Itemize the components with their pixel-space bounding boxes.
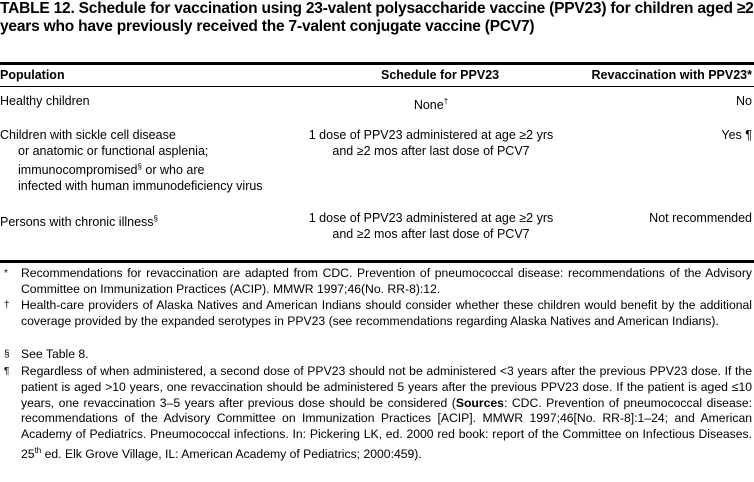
table-title: TABLE 12. Schedule for vaccination using… [0, 0, 754, 35]
footnote-mark: † [4, 300, 10, 311]
population-text: Persons with chronic illness [0, 215, 154, 230]
footnote: § See Table 8. [0, 347, 752, 363]
footnote-text: Regardless of when administered, a secon… [21, 364, 752, 463]
footnote-text-part: ed. Elk Grove Village, IL: American Acad… [41, 447, 422, 462]
bottom-rule [0, 260, 754, 263]
footnote-mark: § [153, 214, 158, 223]
header-rule [0, 86, 754, 87]
top-rule [0, 62, 754, 65]
footnote-mark: ¶ [4, 366, 10, 377]
schedule-text: None [413, 98, 444, 113]
footnote-mark: * [4, 268, 8, 279]
footnote-mark: † [443, 97, 449, 106]
footnote: * Recommendations for revaccination are a… [0, 266, 752, 298]
population-cell: Children with sickle cell disease or ana… [0, 128, 320, 194]
schedule-cell: 1 dose of PPV23 administered at age ≥2 y… [308, 211, 554, 241]
revaccination-cell: No [736, 94, 752, 108]
footnote-text-part: Regardless of when administered, a secon… [21, 364, 752, 410]
footnote-text: See Table 8. [21, 347, 89, 361]
footnote-text: Recommendations for revaccination are ad… [21, 266, 752, 296]
population-line: immunocompromised§ or who are [0, 159, 320, 179]
footnote-text: Health-care providers of Alaska Natives … [21, 298, 752, 328]
population-cell: Persons with chronic illness§ [0, 211, 320, 231]
revaccination-cell: Not recommended [649, 211, 752, 225]
footnote-mark: § [4, 349, 10, 360]
footnote: † Health-care providers of Alaska Natives… [0, 298, 752, 330]
population-line: Children with sickle cell disease [0, 128, 176, 142]
footnote: ¶ Regardless of when administered, a seco… [0, 364, 752, 463]
header-schedule: Schedule for PPV23 [381, 68, 500, 82]
header-population: Population [0, 68, 65, 82]
footnote-text-part: : CDC. Prevention of pneumococcal diseas… [21, 395, 752, 462]
population-line: or anatomic or functional asplenia; [18, 143, 209, 158]
population-text: or who are [141, 163, 205, 178]
footnote-mark: § [137, 162, 142, 171]
sources-label: Sources [455, 395, 504, 410]
schedule-cell: 1 dose of PPV23 administered at age ≥2 y… [308, 128, 554, 158]
population-text: immunocompromised [18, 163, 138, 178]
header-revaccination: Revaccination with PPV23* [591, 68, 752, 82]
revaccination-cell: Yes ¶ [721, 128, 752, 142]
schedule-cell: None† [300, 94, 562, 114]
superscript: th [34, 445, 42, 455]
population-cell: Healthy children [0, 94, 90, 108]
population-line: infected with human immunodeficiency vir… [18, 178, 263, 193]
